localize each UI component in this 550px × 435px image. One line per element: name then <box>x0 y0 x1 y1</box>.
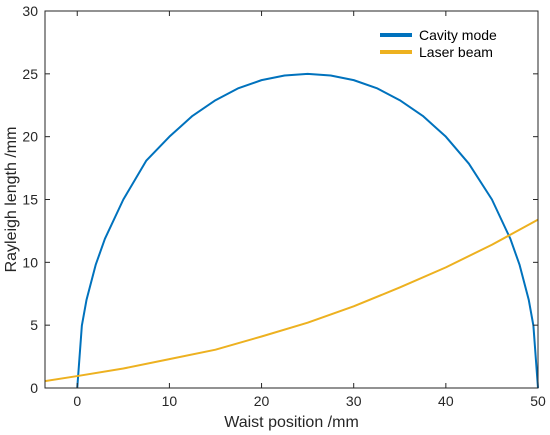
series-line-cavity-mode <box>76 72 539 389</box>
x-tick-label: 10 <box>162 393 178 409</box>
x-tick-label: 0 <box>73 393 81 409</box>
x-tick-label: 50 <box>530 393 546 409</box>
x-tick-label: 30 <box>346 393 362 409</box>
x-tick-label: 40 <box>438 393 454 409</box>
x-axis-title: Waist position /mm <box>224 414 359 431</box>
plot-area <box>45 11 538 388</box>
legend-label-laser-beam: Laser beam <box>419 44 493 60</box>
y-tick-label: 10 <box>22 254 38 270</box>
y-tick-label: 0 <box>30 380 38 396</box>
y-tick-label: 25 <box>22 66 38 82</box>
y-tick-label: 20 <box>22 129 38 145</box>
series-line-laser-beam <box>44 218 539 383</box>
y-axis-title: Rayleigh length /mm <box>3 127 20 273</box>
x-tick-label: 20 <box>254 393 270 409</box>
y-tick-label: 15 <box>22 192 38 208</box>
y-tick-label: 5 <box>30 317 38 333</box>
legend-label-cavity-mode: Cavity mode <box>419 27 497 43</box>
axes-layer: 0 10 20 30 40 50 0 5 10 15 20 25 30 Waist position /m… <box>3 3 546 431</box>
y-tick-label: 30 <box>22 3 38 19</box>
series-layer <box>44 72 539 389</box>
